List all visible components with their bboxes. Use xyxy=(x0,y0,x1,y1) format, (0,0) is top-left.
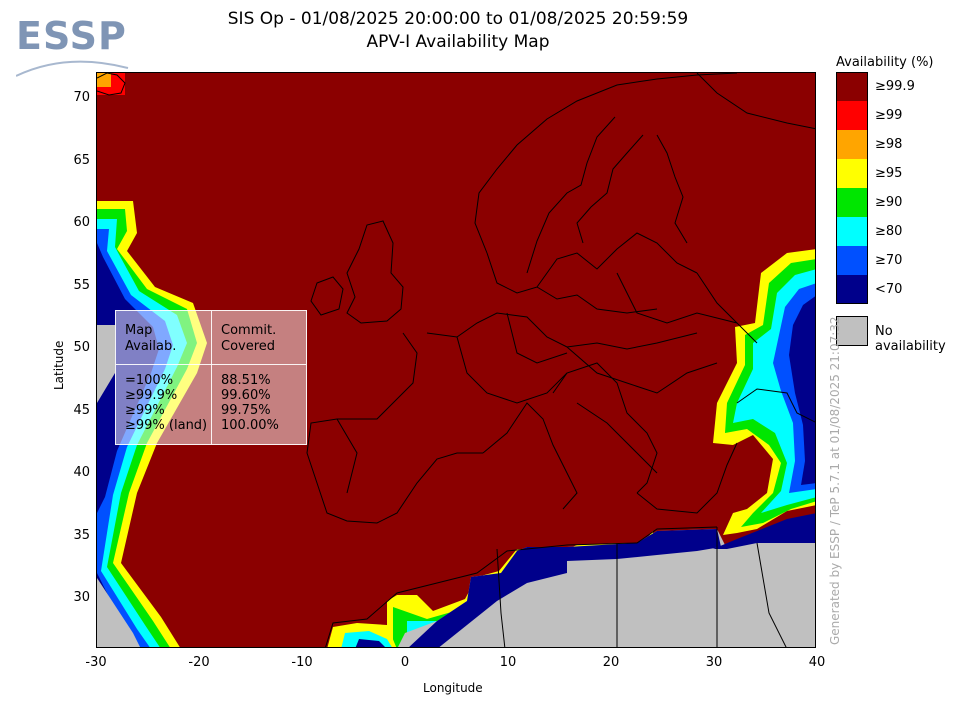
legend-swatch-95 xyxy=(836,159,868,188)
legend-swatch-80 xyxy=(836,217,868,246)
stats-header-availab: Availab. xyxy=(125,339,177,354)
y-tick-label: 35 xyxy=(73,528,90,543)
legend-label: <70 xyxy=(875,282,903,297)
stats-row-covered: 99.75% xyxy=(221,403,271,418)
legend-title: Availability (%) xyxy=(836,55,934,70)
stats-row-avail: ≥99% xyxy=(125,403,165,418)
south-degradation-zone xyxy=(327,529,815,647)
map-title: SIS Op - 01/08/2025 20:00:00 to 01/08/20… xyxy=(227,9,689,29)
legend-frame xyxy=(836,72,868,304)
x-tick-label: 20 xyxy=(602,655,620,670)
logo-swoosh-icon xyxy=(16,60,129,77)
y-tick-label: 65 xyxy=(73,153,90,168)
x-tick-label: 40 xyxy=(808,655,826,670)
legend-label: ≥90 xyxy=(875,195,903,210)
legend-swatch-lt70 xyxy=(836,275,868,304)
legend-swatch-90 xyxy=(836,188,868,217)
y-axis-label: Latitude xyxy=(52,340,66,390)
legend-swatch-98 xyxy=(836,130,868,159)
legend-label: ≥99 xyxy=(875,108,903,123)
legend-label: ≥95 xyxy=(875,166,903,181)
generated-by-text: Generated by ESSP / TeP 5.7.1 at 01/08/2… xyxy=(828,316,842,645)
y-tick-label: 30 xyxy=(73,590,90,605)
x-tick-label: -30 xyxy=(85,655,107,670)
stats-row-avail: ≥99% (land) xyxy=(125,418,208,433)
legend-swatch-99 xyxy=(836,101,868,130)
coverage-stats-table: Map Availab. Commit. Covered =100% 88.51… xyxy=(115,310,307,445)
stats-divider xyxy=(116,364,306,365)
x-tick-label: 0 xyxy=(400,655,410,670)
y-tick-label: 70 xyxy=(73,90,90,105)
stats-row-covered: 99.60% xyxy=(221,388,271,403)
stats-header-commit: Commit. xyxy=(221,323,277,338)
legend-swatch-70 xyxy=(836,246,868,275)
x-tick-label: 10 xyxy=(499,655,517,670)
y-tick-label: 50 xyxy=(73,340,90,355)
stats-header-map: Map xyxy=(125,323,153,338)
x-tick-label: -10 xyxy=(291,655,313,670)
y-tick-label: 60 xyxy=(73,215,90,230)
stats-row-covered: 100.00% xyxy=(221,418,279,433)
x-tick-label: 30 xyxy=(705,655,723,670)
legend-label: ≥99.9 xyxy=(875,79,915,94)
legend-label: ≥98 xyxy=(875,137,903,152)
x-tick-label: -20 xyxy=(188,655,210,670)
coastlines xyxy=(97,73,815,647)
legend-swatch-no-availability xyxy=(836,316,868,346)
stats-row-covered: 88.51% xyxy=(221,373,271,388)
legend-label-no-availability: No availability xyxy=(875,324,946,354)
essp-logo: ESSP xyxy=(16,14,131,84)
stats-header-covered: Covered xyxy=(221,339,276,354)
logo-text: ESSP xyxy=(16,14,127,58)
y-tick-label: 40 xyxy=(73,465,90,480)
stats-row-avail: =100% xyxy=(125,373,174,388)
y-tick-label: 45 xyxy=(73,403,90,418)
map-subtitle: APV-I Availability Map xyxy=(366,32,550,52)
legend-swatch-99-9 xyxy=(836,72,868,101)
legend-label: ≥80 xyxy=(875,224,903,239)
legend-label: ≥70 xyxy=(875,253,903,268)
y-tick-label: 55 xyxy=(73,278,90,293)
stats-divider xyxy=(211,311,212,444)
x-axis-label: Longitude xyxy=(423,681,483,695)
stats-row-avail: ≥99.9% xyxy=(125,388,178,403)
east-degradation-zone xyxy=(713,249,815,549)
